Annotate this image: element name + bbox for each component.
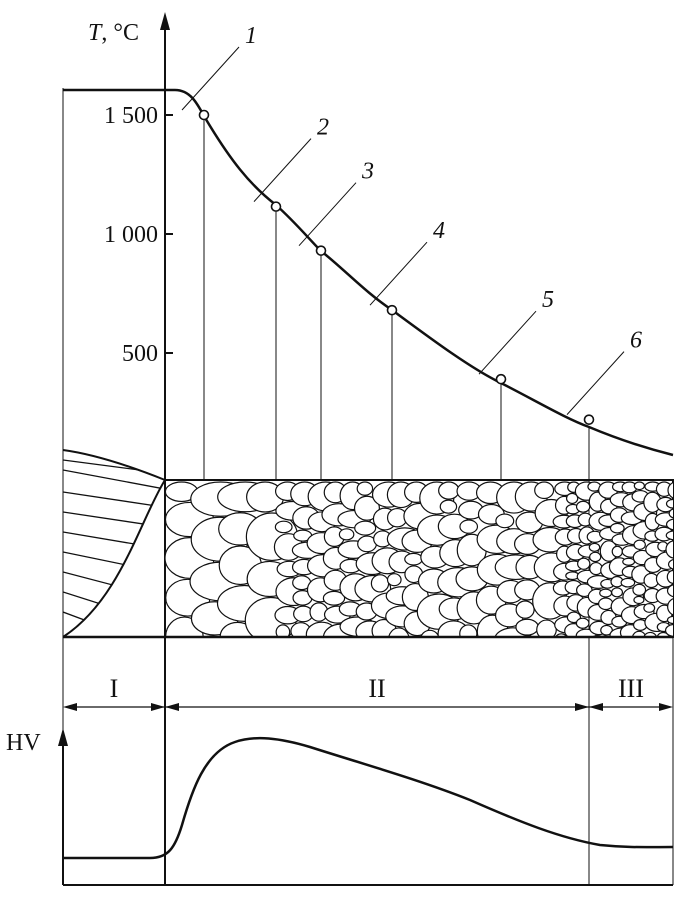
grain — [575, 617, 590, 629]
point-leader-line — [369, 241, 428, 306]
zone-label-II: II — [368, 674, 385, 703]
temperature-curve — [63, 88, 674, 457]
grain — [665, 498, 673, 509]
grain — [633, 481, 645, 491]
grain — [632, 583, 647, 597]
grain — [668, 508, 673, 519]
grain — [633, 595, 645, 605]
grain — [411, 635, 421, 637]
grain — [589, 551, 602, 563]
grain — [667, 598, 673, 616]
point-label: 5 — [542, 287, 554, 313]
temperature-point — [270, 201, 282, 212]
grain — [459, 519, 479, 534]
grain — [620, 577, 636, 588]
temperature-points: 1 2 3 4 5 6 — [181, 23, 642, 480]
grain — [519, 635, 536, 637]
weld-metal-boundary — [62, 449, 166, 481]
grain — [515, 600, 535, 619]
grain — [555, 633, 568, 637]
grain — [666, 615, 673, 625]
grain — [322, 590, 346, 606]
grain — [599, 588, 613, 598]
grain — [665, 530, 673, 541]
grain — [534, 481, 555, 500]
grain — [667, 481, 673, 499]
fusion-line — [62, 479, 166, 638]
grain — [622, 557, 636, 566]
zone-label-III: III — [618, 674, 644, 703]
grain — [575, 500, 591, 513]
point-label: 6 — [630, 328, 642, 354]
grain — [438, 481, 460, 500]
point-leader-line — [478, 310, 537, 375]
grain — [666, 569, 673, 584]
grain — [609, 522, 625, 534]
grain — [665, 518, 673, 531]
grain — [577, 557, 591, 570]
point-label: 1 — [245, 23, 257, 49]
grain — [633, 539, 646, 551]
grain — [611, 545, 623, 558]
grain — [338, 528, 355, 541]
zone-label-I: I — [110, 674, 119, 703]
temperature-axis-arrow — [160, 12, 170, 30]
grain — [643, 603, 656, 613]
hardness-curve — [63, 736, 674, 860]
temperature-point — [315, 245, 327, 256]
grain — [667, 559, 673, 570]
grain — [495, 513, 515, 529]
weld-metal-hatching — [63, 459, 165, 637]
grain — [386, 573, 402, 587]
grain — [275, 624, 291, 637]
grain — [439, 499, 458, 514]
temperature-ticks: 1 500 1 000 500 — [104, 103, 173, 367]
grain — [459, 624, 478, 637]
temperature-tick-label: 1 500 — [104, 103, 158, 129]
grain — [347, 636, 354, 637]
temperature-point — [583, 414, 595, 425]
grain — [353, 495, 380, 521]
grain — [515, 618, 539, 636]
temperature-tick-label: 500 — [122, 341, 158, 367]
grain — [665, 540, 673, 559]
temperature-tick-label: 1 000 — [104, 222, 158, 248]
grain — [388, 627, 410, 637]
hardness-axis-arrow — [58, 728, 68, 746]
point-label: 2 — [317, 115, 329, 141]
grain — [631, 630, 647, 637]
heat-affected-zone-grains — [165, 481, 692, 656]
temperature-point — [386, 304, 398, 316]
grain — [611, 587, 624, 598]
grain — [356, 481, 374, 496]
grain — [664, 623, 673, 637]
zone-arrows — [63, 703, 673, 711]
grain — [566, 639, 588, 655]
point-leader-line — [566, 351, 625, 415]
point-label: 4 — [433, 218, 445, 244]
point-leader-line — [253, 138, 312, 202]
point-label: 3 — [361, 159, 374, 185]
point-leader-line — [298, 182, 357, 246]
temperature-axis-label: T, °C — [88, 20, 139, 46]
hardness-axis-label: HV — [6, 730, 41, 756]
grain — [354, 520, 377, 536]
temperature-point — [198, 109, 210, 121]
point-leader-line — [181, 46, 240, 111]
grain — [404, 552, 424, 566]
temperature-point — [495, 373, 507, 385]
grain — [666, 584, 673, 598]
grain — [420, 629, 440, 637]
grain — [274, 520, 293, 534]
grain — [666, 637, 692, 656]
grain — [588, 542, 601, 552]
grain — [370, 574, 390, 593]
grain — [565, 492, 579, 505]
grain — [203, 635, 219, 637]
